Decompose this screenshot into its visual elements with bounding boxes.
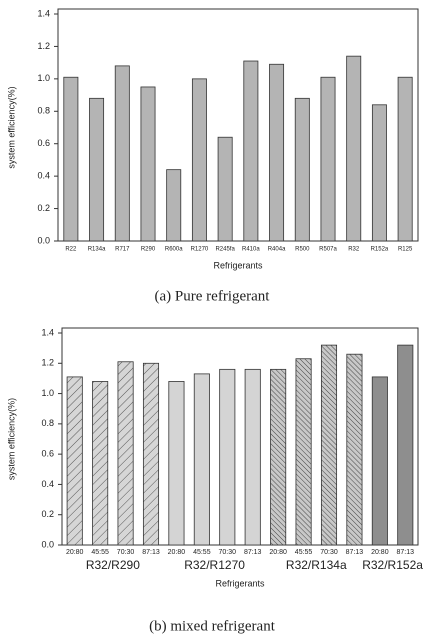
x-tick-label: 45:55 — [91, 549, 109, 556]
bar — [219, 368, 236, 546]
bar — [193, 373, 210, 546]
bar — [140, 86, 156, 242]
bar — [89, 97, 105, 242]
y-tick-label: 1.2 — [37, 41, 50, 51]
bar — [92, 381, 109, 546]
x-tick-label: 20:80 — [66, 549, 84, 556]
y-tick-label: 0.8 — [37, 106, 50, 116]
bar — [346, 353, 363, 546]
x-tick-label: 20:80 — [269, 549, 287, 556]
x-tick-label: 45:55 — [193, 549, 211, 556]
x-axis-label: Refrigerants — [213, 260, 263, 270]
y-axis-label: system efficiency(%) — [6, 398, 16, 480]
bar — [346, 55, 362, 242]
x-tick-label: 87:13 — [142, 549, 160, 556]
y-tick-label: 1.2 — [41, 358, 54, 368]
bar — [191, 78, 207, 242]
y-tick-label: 0.0 — [41, 539, 54, 549]
bar — [142, 362, 160, 546]
bar — [243, 60, 259, 242]
y-tick-label: 1.0 — [41, 388, 54, 398]
x-tick-label: R404a — [268, 247, 286, 253]
x-tick-label: 70:30 — [117, 549, 135, 556]
group-label: R32/R152a — [362, 558, 423, 572]
caption: (a) Pure refrigerant — [155, 288, 271, 304]
bar — [168, 381, 185, 546]
x-tick-label: 70:30 — [320, 549, 338, 556]
bar — [371, 376, 388, 546]
y-tick-label: 0.6 — [37, 138, 50, 148]
y-tick-label: 0.0 — [37, 235, 50, 245]
x-tick-label: R290 — [141, 247, 156, 253]
plot-frame — [57, 8, 419, 242]
x-tick-label: R134a — [88, 247, 106, 253]
y-tick-label: 1.0 — [37, 73, 50, 83]
y-tick-label: 1.4 — [41, 327, 54, 337]
bar — [397, 76, 413, 242]
bar — [114, 65, 130, 242]
x-tick-label: 45:55 — [295, 549, 313, 556]
x-tick-label: 20:80 — [168, 549, 186, 556]
x-tick-label: R500 — [295, 247, 310, 253]
x-tick-label: 87:13 — [397, 549, 415, 556]
y-axis-label: system efficiency(%) — [6, 86, 16, 168]
x-tick-label: R1270 — [191, 247, 209, 253]
bar — [244, 368, 261, 546]
y-tick-label: 0.4 — [41, 479, 54, 489]
group-label: R32/R134a — [286, 558, 347, 572]
x-tick-label: R410a — [242, 247, 260, 253]
group-label: R32/R290 — [86, 558, 140, 572]
bar — [269, 63, 285, 242]
bar — [117, 361, 134, 546]
x-tick-label: 87:13 — [346, 549, 364, 556]
bar — [270, 368, 287, 546]
x-tick-label: R717 — [115, 247, 130, 253]
y-tick-label: 0.6 — [41, 449, 54, 459]
x-tick-label: R32 — [348, 247, 360, 253]
x-tick-label: 70:30 — [219, 549, 237, 556]
bar — [371, 104, 387, 242]
y-tick-label: 0.2 — [37, 203, 50, 213]
bar — [320, 76, 336, 242]
bar — [66, 376, 83, 546]
bar — [320, 344, 338, 546]
y-tick-label: 0.2 — [41, 509, 54, 519]
x-tick-label: 87:13 — [244, 549, 262, 556]
bar — [295, 358, 312, 546]
y-tick-label: 0.8 — [41, 418, 54, 428]
plot-frame — [61, 327, 419, 546]
bar — [63, 76, 79, 242]
x-tick-label: R125 — [398, 247, 413, 253]
x-tick-label: R245fa — [215, 247, 235, 253]
x-tick-label: R600a — [165, 247, 183, 253]
group-label: R32/R1270 — [184, 558, 245, 572]
y-tick-label: 1.4 — [37, 8, 50, 18]
bar — [217, 136, 233, 242]
caption: (b) mixed refrigerant — [149, 618, 276, 634]
x-tick-label: R152a — [371, 247, 389, 253]
x-tick-label: R22 — [65, 247, 77, 253]
bar — [397, 344, 414, 546]
x-tick-label: 20:80 — [371, 549, 389, 556]
bar — [294, 97, 310, 242]
bar — [166, 169, 182, 242]
x-tick-label: R507a — [319, 247, 337, 253]
y-tick-label: 0.4 — [37, 171, 50, 181]
x-axis-label: Refrigerants — [215, 578, 265, 588]
